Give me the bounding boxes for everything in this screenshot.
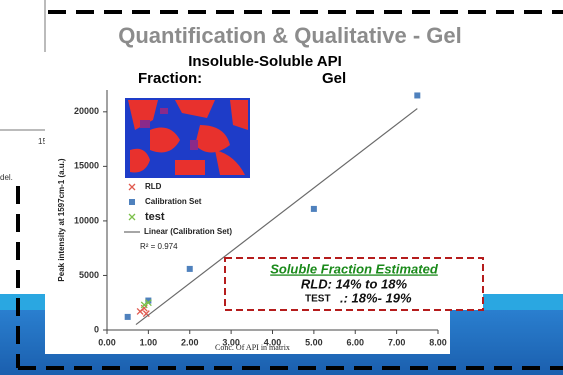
annotation-heading: Soluble Fraction Estimated xyxy=(270,261,439,276)
x-tick-label: 7.00 xyxy=(388,337,406,347)
annotation-line: .: 18%- 19% xyxy=(340,290,412,305)
x-axis-label: Conc. Of API in matrix xyxy=(215,343,290,352)
annotation-label: TEST xyxy=(305,294,331,305)
x-tick-label: 0.00 xyxy=(98,337,116,347)
x-tick-label: 5.00 xyxy=(305,337,323,347)
legend-label: Linear (Calibration Set) xyxy=(144,227,232,236)
r-squared: R² = 0.974 xyxy=(140,242,178,251)
y-tick-label: 10000 xyxy=(74,215,99,225)
chart-subtitle: Fraction: xyxy=(138,70,202,87)
square-marker xyxy=(414,92,420,98)
slide: 15 del. Quantification & Qualitative - G… xyxy=(0,0,563,375)
y-tick-label: 0 xyxy=(94,324,99,334)
slide-title: Quantification & Qualitative - Gel xyxy=(118,23,462,48)
y-tick-label: 15000 xyxy=(74,161,99,171)
page: 15 del. Quantification & Qualitative - G… xyxy=(0,0,563,375)
heatmap-inset xyxy=(125,98,250,178)
annotation-line: RLD: 14% to 18% xyxy=(301,276,408,291)
chart-subtitle: Gel xyxy=(322,70,346,87)
square-marker xyxy=(311,206,317,212)
legend-label: Calibration Set xyxy=(145,197,202,206)
legend-marker xyxy=(129,199,135,205)
y-tick-label: 20000 xyxy=(74,106,99,116)
x-tick-label: 8.00 xyxy=(429,337,447,347)
x-tick-label: 1.00 xyxy=(140,337,158,347)
legend-label: test xyxy=(145,211,165,223)
x-tick-label: 6.00 xyxy=(346,337,364,347)
square-marker xyxy=(125,314,131,320)
x-tick-label: 2.00 xyxy=(181,337,199,347)
chart-subtitle: Insoluble-Soluble API xyxy=(188,53,342,70)
square-marker xyxy=(187,266,193,272)
legend-label: RLD xyxy=(145,182,162,191)
y-tick-label: 5000 xyxy=(79,270,99,280)
y-axis-label: Peak intensity at 1597cm-1 (a.u.) xyxy=(57,158,66,282)
snippet-text: del. xyxy=(0,173,13,182)
